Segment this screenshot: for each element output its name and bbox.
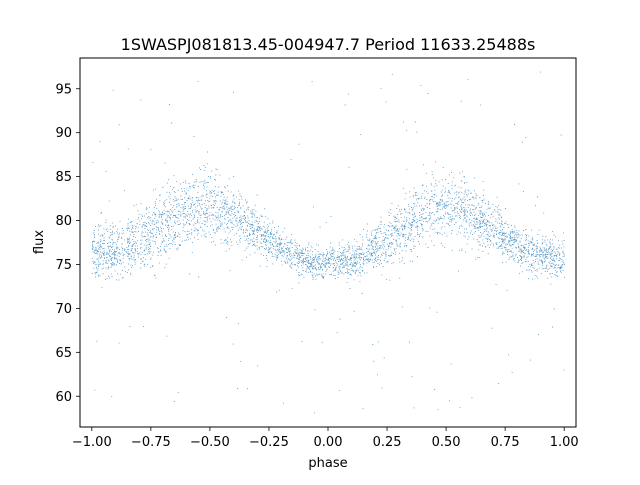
x-tick-label: −0.75: [131, 435, 171, 450]
x-tick-label: −1.00: [72, 435, 112, 450]
x-axis-label: phase: [308, 456, 347, 471]
x-tick-label: 0.50: [432, 435, 461, 450]
y-tick-label: 85: [55, 170, 72, 185]
scatter-points: [91, 71, 565, 414]
x-tick-label: 0.25: [373, 435, 402, 450]
y-axis: 60 65 70 75 80 85 90 95: [55, 82, 80, 405]
y-tick-label: 60: [55, 390, 72, 405]
x-tick-label: −0.25: [249, 435, 289, 450]
y-tick-label: 90: [55, 126, 72, 141]
x-tick-label: 1.00: [550, 435, 579, 450]
chart-title: 1SWASPJ081813.45-004947.7 Period 11633.2…: [121, 35, 536, 54]
x-tick-label: −0.50: [190, 435, 230, 450]
data-points: [91, 71, 565, 414]
y-axis-label: flux: [32, 230, 47, 254]
y-tick-label: 65: [55, 346, 72, 361]
y-tick-label: 80: [55, 214, 72, 229]
y-tick-label: 75: [55, 258, 72, 273]
x-axis: −1.00 −0.75 −0.50 −0.25 0.00 0.25 0.50 0.75 1.00: [72, 427, 579, 450]
y-tick-label: 95: [55, 82, 72, 97]
y-tick-label: 70: [55, 302, 72, 317]
x-tick-label: 0.75: [491, 435, 520, 450]
x-tick-label: 0.00: [314, 435, 343, 450]
